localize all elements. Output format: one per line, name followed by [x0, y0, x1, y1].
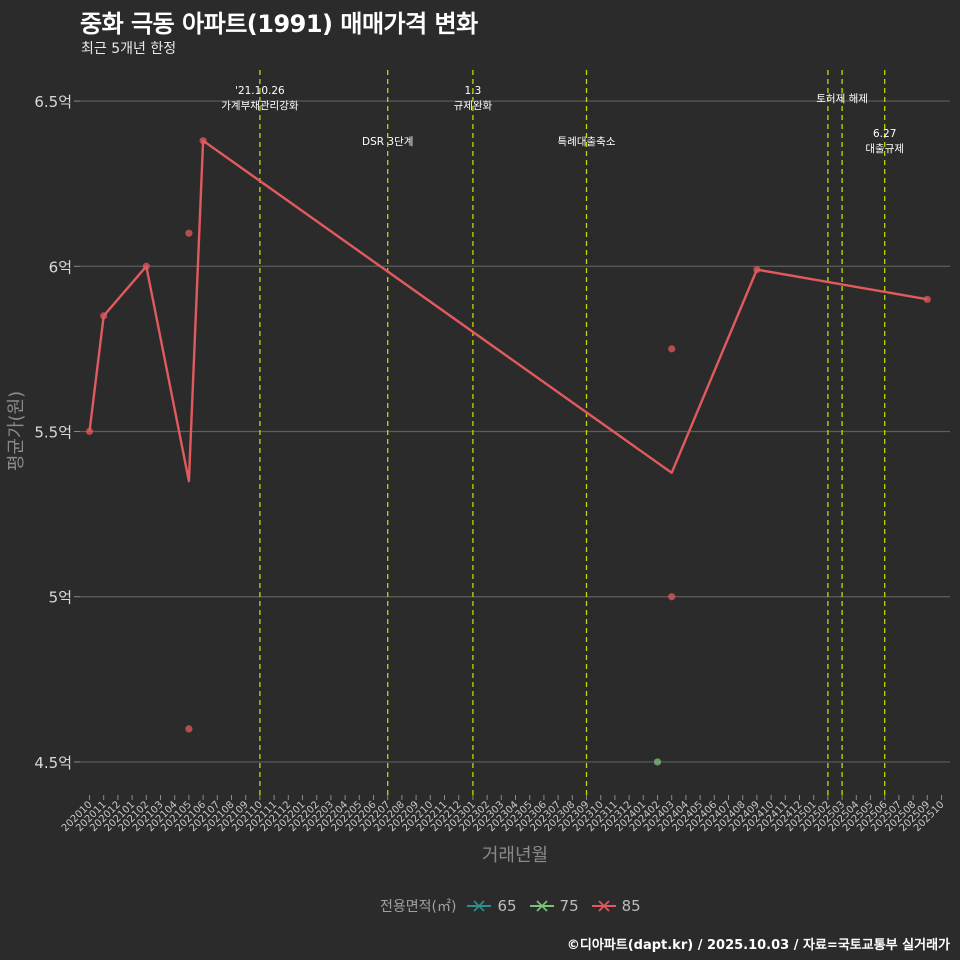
- legend: 전용면적(㎡) 65 75 85: [380, 896, 647, 916]
- legend-label-75: 75: [559, 897, 579, 915]
- point-85: [668, 345, 676, 353]
- legend-key-65-icon: [467, 900, 492, 912]
- y-tick-label: 5억: [49, 589, 72, 607]
- event-annotation: DSR 3단계: [362, 136, 413, 148]
- y-tick-label: 4.5억: [34, 754, 72, 772]
- event-annotation: 1.3: [465, 85, 482, 97]
- legend-label-65: 65: [497, 897, 517, 915]
- legend-item-85: 85: [591, 897, 641, 915]
- point-85: [185, 725, 193, 733]
- event-annotation: 규제완화: [454, 99, 493, 112]
- y-tick-label: 6억: [49, 258, 72, 276]
- event-annotation: '21.10.26: [235, 85, 285, 97]
- y-axis: 4.5억 5억 5.5억 6억 6.5억: [34, 93, 80, 772]
- event-annotation: 특례대출축소: [558, 136, 616, 148]
- x-axis-title: 거래년월: [482, 845, 548, 866]
- legend-item-75: 75: [529, 897, 579, 915]
- point-85: [185, 229, 193, 237]
- chart-subtitle: 최근 5개년 한정: [81, 41, 177, 57]
- legend-label-85: 85: [621, 897, 641, 915]
- series-layer: [85, 137, 931, 766]
- x-axis: 2020102020112020122021012021022021032021…: [60, 795, 947, 834]
- grid-layer: [80, 100, 950, 763]
- line-85: [88, 139, 928, 483]
- event-annotation: 대출규제: [865, 143, 904, 155]
- point-85: [923, 295, 931, 303]
- event-annotation: 토허제 해제: [816, 92, 868, 105]
- chart-title: 중화 극동 아파트(1991) 매매가격 변화: [80, 10, 478, 38]
- legend-key-85-icon: [591, 900, 616, 912]
- source-caption: ©디아파트(dapt.kr) / 2025.10.03 / 자료=국토교통부 실…: [566, 938, 950, 953]
- legend-item-65: 65: [466, 897, 517, 915]
- y-tick-label: 6.5억: [34, 93, 72, 111]
- event-annotation: 6.27: [873, 128, 896, 140]
- legend-title: 전용면적(㎡): [380, 899, 457, 915]
- legend-key-75-icon: [529, 900, 554, 912]
- event-annotation: 가계부채관리강화: [221, 100, 299, 112]
- point-75: [653, 758, 662, 766]
- point-85: [668, 593, 676, 601]
- y-tick-label: 5.5억: [34, 424, 72, 442]
- y-axis-title: 평균가(원): [6, 391, 27, 471]
